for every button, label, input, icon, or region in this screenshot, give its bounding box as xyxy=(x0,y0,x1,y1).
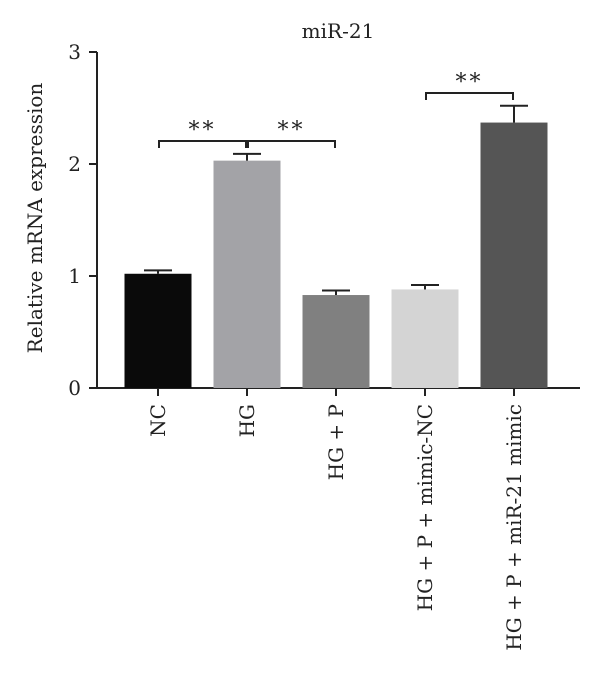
x-tick-label: HG + P xyxy=(324,404,348,480)
significance-label: ** xyxy=(189,118,217,143)
significance-bracket xyxy=(425,92,514,100)
significance-label: ** xyxy=(456,70,484,95)
y-tick-label: 1 xyxy=(68,264,81,288)
x-tick-label: NC xyxy=(146,404,170,437)
y-tick-label: 3 xyxy=(68,40,81,64)
bar xyxy=(480,122,548,388)
bar xyxy=(391,289,459,388)
bar xyxy=(302,295,370,388)
x-tick-label: HG + P + mimic-NC xyxy=(413,404,437,611)
chart-title: miR-21 xyxy=(302,19,375,43)
significance-bracket xyxy=(247,140,336,148)
y-tick-label: 2 xyxy=(68,152,81,176)
bar xyxy=(213,160,281,388)
y-tick-label: 0 xyxy=(68,376,81,400)
x-tick-label: HG xyxy=(235,404,259,437)
plot-area: 0 1 2 3 NC HG HG + P HG + P + mimic-NC HG + P + … xyxy=(68,40,580,651)
bar xyxy=(124,273,192,388)
significance-label: ** xyxy=(278,118,306,143)
significance-bracket xyxy=(158,140,247,148)
x-tick-label: HG + P + miR-21 mimic xyxy=(502,404,526,651)
y-axis-label: Relative mRNA expression xyxy=(23,83,47,354)
